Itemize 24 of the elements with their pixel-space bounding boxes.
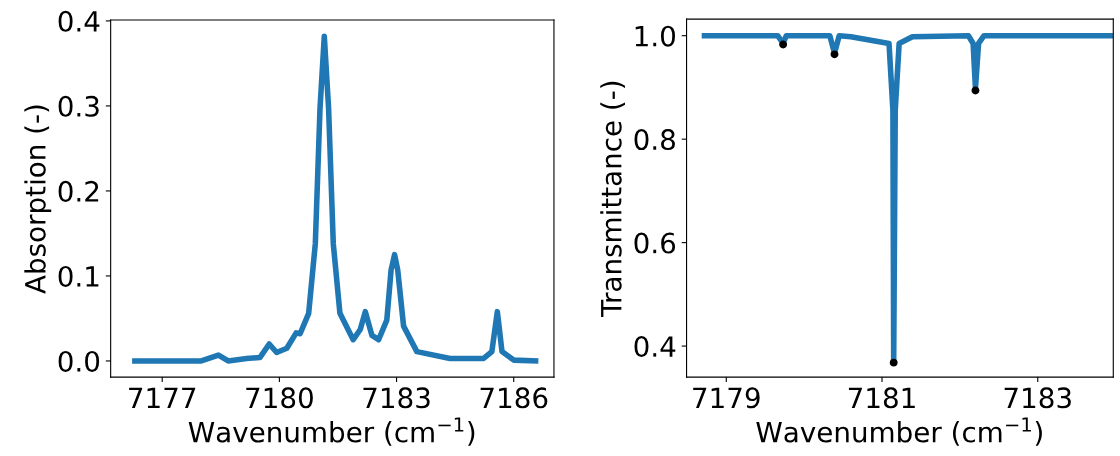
y-tick-label: 1.0 [635, 25, 675, 47]
x-tick-label: 7180 [246, 387, 313, 409]
x-tick-label: 7183 [1004, 387, 1071, 409]
x-axis-title: Wavenumber (cm$^{−1}$) [756, 417, 1042, 446]
y-tick-label: 0.8 [634, 129, 675, 151]
point [971, 86, 980, 95]
y-tick-label: 0.3 [58, 95, 99, 117]
point [830, 50, 839, 59]
y-tick-label: 0.4 [58, 10, 100, 32]
x-tick-label: 7183 [363, 387, 430, 409]
x-tick-label: 7177 [129, 387, 196, 408]
x-tick-label: 7181 [848, 387, 915, 409]
point [779, 40, 788, 49]
x-tick-label: 7179 [693, 387, 760, 409]
y-tick-label: 0.4 [634, 336, 676, 358]
y-tick-label: 0.1 [58, 265, 99, 287]
point [889, 358, 898, 367]
y-tick-label: 0.6 [634, 232, 676, 254]
y-tick-label: 0.0 [58, 350, 100, 372]
y-tick-label: 0.2 [58, 180, 99, 202]
x-axis-title: Wavenumber (cm$^{−1}$) [188, 417, 475, 446]
y-axis-title: Absorption (-) [24, 105, 52, 294]
y-axis-title: Transmittance (-) [600, 81, 625, 317]
x-tick-label: 7186 [480, 387, 548, 409]
